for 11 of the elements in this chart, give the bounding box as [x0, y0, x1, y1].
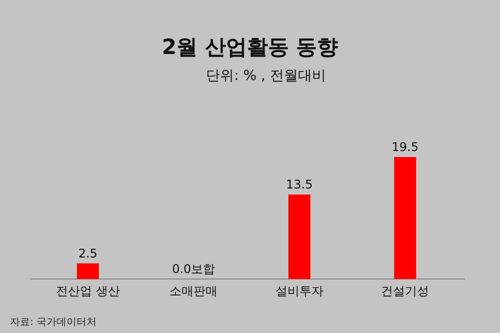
data-label: 13.5 — [286, 178, 313, 192]
x-tick-label: 건설기성 — [381, 284, 430, 298]
x-tick-label: 소매판매 — [170, 284, 218, 298]
chart-title: 2월 산업활동 동향 — [162, 35, 338, 59]
x-tick-label: 전산업 생산 — [56, 284, 120, 298]
x-tick-label: 설비투자 — [275, 284, 324, 298]
chart-subtitle: 단위: % , 전월대비 — [206, 68, 326, 84]
data-label: 0.0보합 — [172, 262, 216, 276]
text: 자료: 국가데이터처 — [10, 317, 97, 328]
data-label: 2.5 — [78, 246, 98, 260]
data-label: 19.5 — [392, 140, 418, 154]
